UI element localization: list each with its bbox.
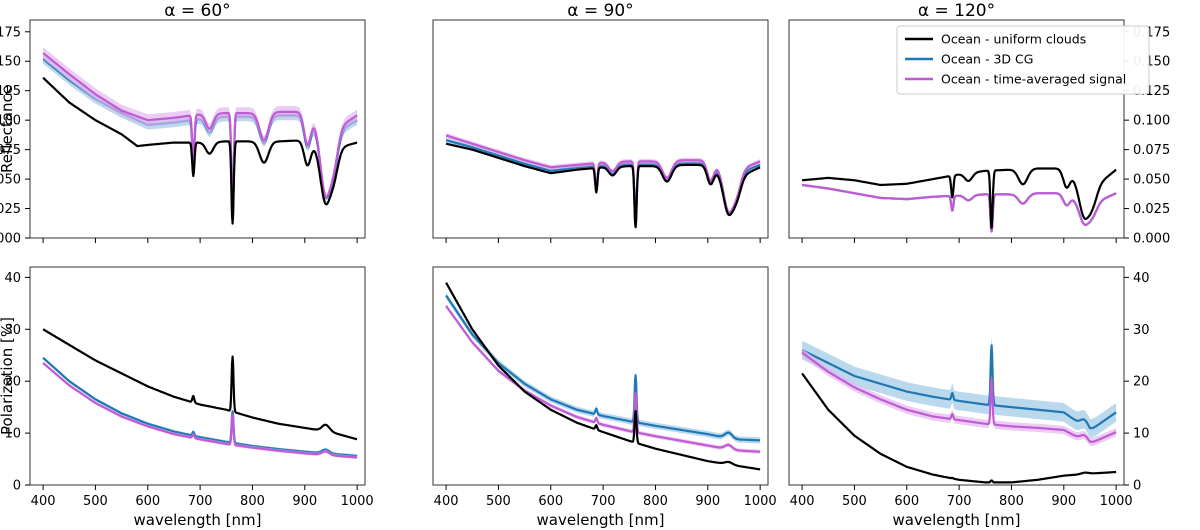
panel-frame: [788, 266, 1125, 486]
y-tick-label: 0.050: [1133, 173, 1170, 188]
panel-frame: [432, 266, 769, 486]
series-line-avg: [801, 183, 1117, 233]
x-tick-label: 600: [135, 494, 160, 509]
y-tick-label: 20: [4, 375, 21, 390]
y-tick-label: 0.175: [0, 25, 21, 40]
y-axis-label: Polarization [%]: [0, 317, 16, 435]
y-tick-label: 0.100: [1133, 114, 1170, 129]
band-cg3d: [802, 183, 1117, 232]
x-tick-label: 500: [842, 494, 867, 509]
plot-area: [42, 328, 358, 459]
x-tick-label: 600: [538, 494, 563, 509]
panel-r1-c0: 400 500 600 700 800 900 1000 0 10 20 30 40 wavelengt…: [0, 266, 374, 529]
plot-area: [801, 336, 1117, 484]
series-line-cg3d: [445, 294, 761, 442]
y-tick-label: 0.075: [0, 143, 21, 158]
panel-title: α = 90°: [567, 1, 633, 21]
y-tick-label: 0.025: [0, 202, 21, 217]
plot-area: [445, 282, 761, 471]
x-tick-label: 400: [790, 494, 815, 509]
series-line-uniform: [42, 328, 358, 441]
legend-frame: [896, 25, 1150, 95]
x-tick-label: 1000: [341, 494, 374, 509]
panel-frame: [29, 19, 366, 239]
band-avg: [43, 47, 358, 221]
series-line-uniform: [445, 282, 761, 471]
x-tick-label: 800: [643, 494, 668, 509]
panel-frame: [432, 19, 769, 239]
plot-area: [42, 47, 358, 225]
band-cg3d: [446, 292, 761, 444]
x-axis-label: wavelength [nm]: [893, 511, 1021, 529]
y-tick-label: 0.000: [0, 232, 21, 247]
series-line-uniform: [445, 142, 761, 229]
plot-area: [445, 133, 761, 229]
y-tick-label: 10: [4, 427, 21, 442]
x-tick-label: 700: [591, 494, 616, 509]
x-tick-label: 600: [894, 494, 919, 509]
x-tick-label: 400: [434, 494, 459, 509]
x-axis-label: wavelength [nm]: [134, 511, 262, 529]
band-avg: [802, 183, 1117, 232]
y-tick-label: 0.075: [1133, 143, 1170, 158]
y-tick-label: 20: [1133, 375, 1150, 390]
x-axis-label: wavelength [nm]: [537, 511, 665, 529]
series-line-avg: [445, 305, 761, 453]
x-tick-label: 1000: [744, 494, 777, 509]
x-tick-label: 900: [292, 494, 317, 509]
series-line-avg: [42, 52, 358, 221]
y-axis-label: Reflectance: [0, 85, 16, 173]
x-tick-label: 700: [188, 494, 213, 509]
legend-label: Ocean - 3D CG: [941, 52, 1033, 67]
series-line-avg: [801, 351, 1117, 443]
band-avg: [43, 361, 358, 459]
x-tick-label: 1000: [1100, 494, 1133, 509]
series-line-uniform: [42, 76, 358, 225]
panel-frame: [29, 266, 366, 486]
band-cg3d: [802, 336, 1117, 438]
y-tick-label: 0.125: [0, 84, 21, 99]
y-tick-label: 0: [1133, 479, 1141, 494]
x-tick-label: 500: [83, 494, 108, 509]
panel-title: α = 60°: [164, 1, 230, 21]
y-tick-label: 0.025: [1133, 202, 1170, 217]
y-tick-label: 0.050: [0, 173, 21, 188]
series-line-avg: [42, 362, 358, 459]
y-tick-label: 0.150: [0, 55, 21, 70]
x-tick-label: 900: [1051, 494, 1076, 509]
y-tick-label: 30: [1133, 323, 1150, 338]
series-line-cg3d: [801, 344, 1117, 430]
legend-label: Ocean - time-averaged signal: [941, 72, 1126, 87]
x-tick-label: 800: [999, 494, 1024, 509]
panel-title: α = 120°: [918, 1, 995, 21]
y-tick-label: 40: [4, 271, 21, 286]
panel-r0-c0: 0.000 0.025 0.050 0.075 0.100 0.125 0.150 0.175…: [0, 1, 366, 247]
band-cg3d: [43, 356, 358, 458]
legend-label: Ocean - uniform clouds: [941, 32, 1086, 47]
x-tick-label: 900: [695, 494, 720, 509]
legend: Ocean - uniform clouds Ocean - 3D CG Ocean…: [896, 25, 1150, 95]
y-tick-label: 10: [1133, 427, 1150, 442]
panel-r1-c1: 400 500 600 700 800 900 1000 wavelength [nm]: [432, 266, 777, 529]
x-tick-label: 500: [486, 494, 511, 509]
x-tick-label: 400: [31, 494, 56, 509]
panel-r0-c1: α = 90°: [432, 1, 769, 243]
panels-layer: 0.000 0.025 0.050 0.075 0.100 0.125 0.150 0.175…: [0, 1, 1170, 529]
x-tick-label: 700: [947, 494, 972, 509]
plot-area: [801, 167, 1117, 233]
series-line-uniform: [801, 167, 1117, 229]
series-line-cg3d: [42, 357, 358, 457]
y-tick-label: 0.000: [1133, 232, 1170, 247]
series-line-uniform: [801, 372, 1117, 484]
y-tick-label: 30: [4, 323, 21, 338]
y-tick-label: 0: [13, 479, 21, 494]
panel-r0-c2: 0.0000.0250.0500.0750.1000.1250.1500.175…: [788, 1, 1170, 247]
x-tick-label: 800: [240, 494, 265, 509]
y-tick-label: 40: [1133, 271, 1150, 286]
panel-frame: [788, 19, 1125, 239]
y-tick-label: 0.100: [0, 114, 21, 129]
